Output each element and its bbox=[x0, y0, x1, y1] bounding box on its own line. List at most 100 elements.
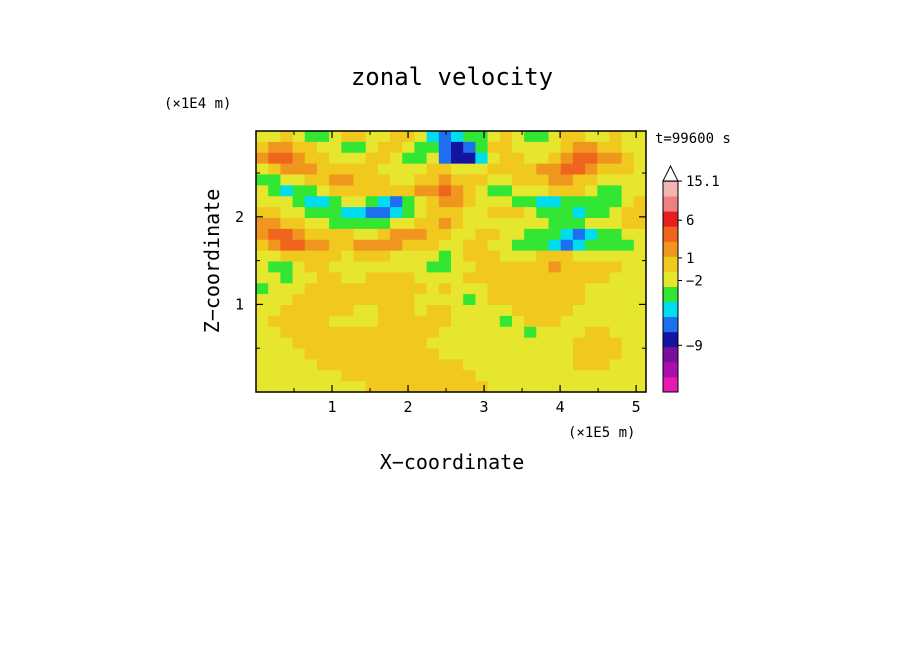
heatmap-cell bbox=[341, 228, 355, 241]
heatmap-cell bbox=[536, 174, 550, 186]
heatmap-cell bbox=[524, 261, 537, 273]
heatmap-cell bbox=[499, 348, 513, 360]
heatmap-cell bbox=[548, 239, 562, 252]
heatmap-cell bbox=[511, 250, 525, 263]
heatmap-cell bbox=[585, 261, 598, 273]
heatmap-cell bbox=[280, 261, 294, 273]
heatmap-cell bbox=[621, 261, 635, 273]
heatmap-cell bbox=[365, 185, 379, 197]
heatmap-cell bbox=[316, 196, 330, 208]
heatmap-cell bbox=[536, 337, 550, 350]
heatmap-cell bbox=[585, 218, 598, 230]
heatmap-cell bbox=[316, 174, 330, 186]
heatmap-cell bbox=[329, 174, 342, 186]
heatmap-cell bbox=[292, 163, 306, 176]
heatmap-cell bbox=[597, 261, 611, 273]
heatmap-cell bbox=[524, 348, 537, 360]
heatmap-cell bbox=[621, 218, 635, 230]
heatmap-cell bbox=[329, 370, 342, 382]
heatmap-cell bbox=[329, 272, 342, 284]
heatmap-cell bbox=[560, 283, 574, 295]
heatmap-cell bbox=[609, 218, 623, 230]
heatmap-cell bbox=[414, 283, 428, 295]
heatmap-cell bbox=[499, 370, 513, 382]
heatmap-cell bbox=[280, 250, 294, 263]
heatmap-cell bbox=[609, 261, 623, 273]
heatmap-cell bbox=[511, 359, 525, 371]
heatmap-cell bbox=[548, 370, 562, 382]
heatmap-cell bbox=[463, 131, 476, 143]
heatmap-cell bbox=[560, 294, 574, 306]
heatmap-cell bbox=[414, 359, 428, 371]
heatmap-cell bbox=[268, 283, 281, 295]
heatmap-cell bbox=[621, 272, 635, 284]
heatmap-cell bbox=[524, 337, 537, 350]
heatmap-cell bbox=[426, 337, 440, 350]
heatmap-cell bbox=[304, 326, 318, 339]
heatmap-cell bbox=[560, 163, 574, 176]
heatmap-cell bbox=[256, 218, 269, 230]
heatmap-cell bbox=[560, 315, 574, 328]
heatmap-cell bbox=[377, 196, 391, 208]
heatmap-cell bbox=[524, 228, 537, 241]
heatmap-cell bbox=[572, 381, 586, 393]
heatmap-cell bbox=[633, 359, 647, 371]
heatmap-cell bbox=[633, 218, 647, 230]
heatmap-cell bbox=[402, 370, 416, 382]
heatmap-cell bbox=[524, 250, 537, 263]
heatmap-cell bbox=[511, 272, 525, 284]
heatmap-cell bbox=[426, 326, 440, 339]
x-tick-label: 5 bbox=[632, 398, 641, 416]
heatmap-cell bbox=[536, 315, 550, 328]
heatmap-cell bbox=[463, 163, 476, 176]
heatmap-cell bbox=[292, 207, 306, 219]
heatmap-cell bbox=[280, 348, 294, 360]
heatmap-cell bbox=[256, 381, 269, 393]
heatmap-cell bbox=[597, 196, 611, 208]
heatmap-cell bbox=[548, 272, 562, 284]
heatmap-cell bbox=[597, 359, 611, 371]
heatmap-cell bbox=[487, 141, 501, 154]
heatmap-cell bbox=[353, 131, 367, 143]
heatmap-cell bbox=[353, 283, 367, 295]
heatmap-cell bbox=[475, 272, 489, 284]
heatmap-cell bbox=[256, 141, 269, 154]
heatmap-cell bbox=[414, 196, 428, 208]
heatmap-cell bbox=[621, 326, 635, 339]
heatmap-cell bbox=[292, 381, 306, 393]
heatmap-cell bbox=[316, 337, 330, 350]
heatmap-cell bbox=[487, 163, 501, 176]
heatmap-cell bbox=[280, 228, 294, 241]
heatmap-cell bbox=[268, 250, 281, 263]
y-axis: 12 bbox=[235, 172, 646, 349]
heatmap-cell bbox=[268, 370, 281, 382]
heatmap-cell bbox=[438, 185, 452, 197]
heatmap-cell bbox=[572, 218, 586, 230]
heatmap-cell bbox=[487, 370, 501, 382]
heatmap-cell bbox=[341, 315, 355, 328]
heatmap-cell bbox=[572, 174, 586, 186]
heatmap-cell bbox=[353, 239, 367, 252]
heatmap-cell bbox=[585, 239, 598, 252]
heatmap-cell bbox=[451, 250, 464, 263]
heatmap-cell bbox=[438, 218, 452, 230]
heatmap-cell bbox=[597, 283, 611, 295]
heatmap-cell bbox=[548, 283, 562, 295]
heatmap-cell bbox=[329, 141, 342, 154]
heatmap-cell bbox=[365, 272, 379, 284]
heatmap-cell bbox=[451, 174, 464, 186]
heatmap-cell bbox=[609, 305, 623, 317]
heatmap-cell bbox=[633, 174, 647, 186]
heatmap-cell bbox=[536, 381, 550, 393]
heatmap-cell bbox=[609, 294, 623, 306]
heatmap-cell bbox=[536, 283, 550, 295]
heatmap-cell bbox=[426, 207, 440, 219]
heatmap-cell bbox=[414, 370, 428, 382]
heatmap-cell bbox=[377, 348, 391, 360]
colorbar-band bbox=[663, 196, 678, 212]
heatmap-cell bbox=[487, 381, 501, 393]
heatmap-cell bbox=[438, 337, 452, 350]
heatmap-cell bbox=[353, 381, 367, 393]
heatmap-cell bbox=[365, 152, 379, 165]
heatmap-cell bbox=[304, 370, 318, 382]
